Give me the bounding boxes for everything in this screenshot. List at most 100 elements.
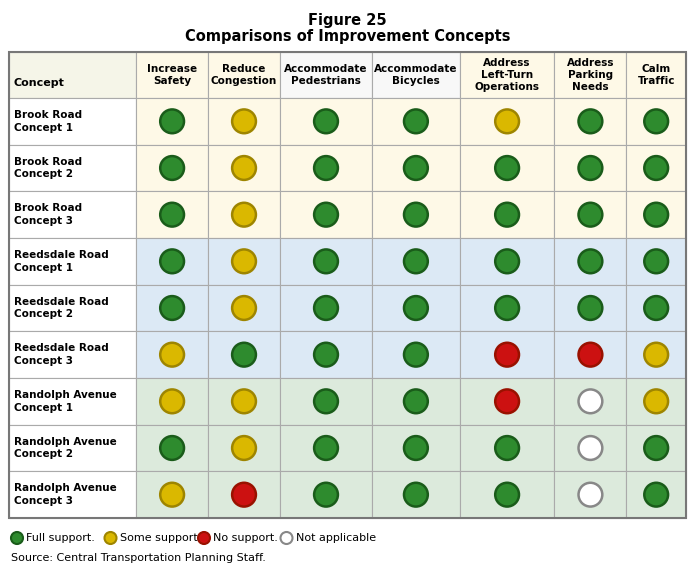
Bar (626, 145, 686, 191)
Circle shape (496, 249, 519, 273)
Bar (460, 191, 555, 238)
Circle shape (161, 109, 184, 133)
Circle shape (232, 249, 256, 273)
Text: Reduce
Congestion: Reduce Congestion (211, 64, 277, 86)
Bar (372, 52, 460, 98)
Circle shape (578, 156, 603, 180)
Bar (280, 191, 372, 238)
Bar (208, 238, 280, 285)
Bar (9, 145, 136, 191)
Text: No support.: No support. (213, 533, 278, 543)
Circle shape (644, 109, 668, 133)
Text: Reedsdale Road
Concept 3: Reedsdale Road Concept 3 (14, 343, 108, 366)
Bar (9, 285, 136, 331)
Bar (9, 471, 136, 518)
Circle shape (314, 202, 338, 227)
Bar (372, 285, 460, 331)
Bar (626, 52, 686, 98)
Bar (136, 191, 208, 238)
Circle shape (578, 296, 603, 320)
Circle shape (104, 532, 117, 544)
Text: Increase
Safety: Increase Safety (147, 64, 197, 86)
Circle shape (11, 532, 23, 544)
Circle shape (644, 390, 668, 413)
Bar (9, 238, 136, 285)
Bar (555, 238, 626, 285)
Bar (555, 191, 626, 238)
Bar (460, 424, 555, 471)
Circle shape (578, 483, 603, 507)
Bar (460, 378, 555, 424)
Bar (280, 285, 372, 331)
Circle shape (644, 202, 668, 227)
Text: Reedsdale Road
Concept 2: Reedsdale Road Concept 2 (14, 297, 108, 319)
Circle shape (314, 156, 338, 180)
Circle shape (644, 249, 668, 273)
Bar (280, 378, 372, 424)
Circle shape (232, 343, 256, 367)
Text: Brook Road
Concept 2: Brook Road Concept 2 (14, 157, 82, 179)
Bar (460, 285, 555, 331)
Circle shape (496, 343, 519, 367)
Bar (555, 424, 626, 471)
Bar (208, 331, 280, 378)
Circle shape (404, 296, 428, 320)
Circle shape (578, 109, 603, 133)
Bar (9, 378, 136, 424)
Text: Reedsdale Road
Concept 1: Reedsdale Road Concept 1 (14, 250, 108, 272)
Bar (372, 98, 460, 145)
Circle shape (161, 436, 184, 460)
Circle shape (198, 532, 210, 544)
Circle shape (232, 296, 256, 320)
Circle shape (404, 436, 428, 460)
Bar (208, 285, 280, 331)
Bar (280, 424, 372, 471)
Text: Address
Left-Turn
Operations: Address Left-Turn Operations (475, 58, 539, 93)
Circle shape (404, 390, 428, 413)
Circle shape (496, 156, 519, 180)
Bar (626, 98, 686, 145)
Bar (136, 424, 208, 471)
Circle shape (404, 483, 428, 507)
Circle shape (404, 249, 428, 273)
Circle shape (161, 202, 184, 227)
Circle shape (161, 249, 184, 273)
Bar (9, 331, 136, 378)
Circle shape (404, 156, 428, 180)
Circle shape (232, 483, 256, 507)
Bar (280, 331, 372, 378)
Circle shape (161, 156, 184, 180)
Bar (208, 191, 280, 238)
Text: Brook Road
Concept 3: Brook Road Concept 3 (14, 204, 82, 226)
Text: Not applicable: Not applicable (295, 533, 375, 543)
Bar (9, 52, 686, 518)
Circle shape (496, 436, 519, 460)
Circle shape (281, 532, 293, 544)
Bar (460, 471, 555, 518)
Bar (555, 52, 626, 98)
Bar (555, 145, 626, 191)
Bar (136, 52, 208, 98)
Bar (9, 52, 136, 98)
Circle shape (496, 296, 519, 320)
Bar (460, 238, 555, 285)
Circle shape (232, 156, 256, 180)
Bar (280, 52, 372, 98)
Circle shape (314, 109, 338, 133)
Bar (372, 331, 460, 378)
Circle shape (404, 109, 428, 133)
Bar (460, 331, 555, 378)
Circle shape (314, 483, 338, 507)
Bar (372, 145, 460, 191)
Bar (9, 424, 136, 471)
Bar (9, 98, 136, 145)
Bar (626, 238, 686, 285)
Bar (372, 191, 460, 238)
Circle shape (404, 343, 428, 367)
Text: Accommodate
Pedestrians: Accommodate Pedestrians (284, 64, 368, 86)
Circle shape (644, 296, 668, 320)
Circle shape (496, 483, 519, 507)
Circle shape (314, 343, 338, 367)
Bar (208, 98, 280, 145)
Circle shape (578, 390, 603, 413)
